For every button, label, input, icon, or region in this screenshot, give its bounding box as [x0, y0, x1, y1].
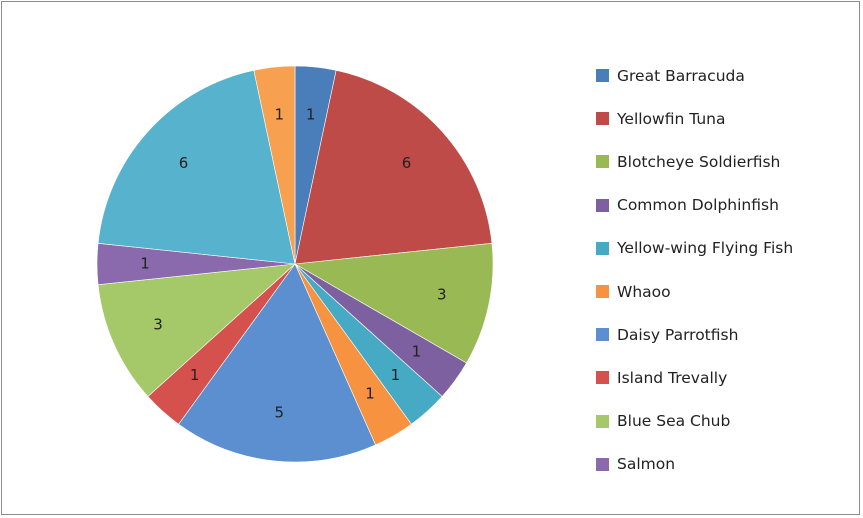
pie-slice: [294, 69, 493, 265]
legend-swatch: [596, 241, 609, 255]
pie-slice: [294, 242, 494, 364]
legend-swatch: [596, 155, 609, 169]
slice-data-label: 1: [190, 366, 200, 384]
legend-label: Blotcheye Soldierfish: [617, 152, 781, 171]
slice-data-label: 1: [306, 105, 316, 123]
pie-slice: [97, 263, 296, 397]
slice-data-label: 6: [179, 154, 189, 172]
legend-label: Blue Sea Chub: [617, 412, 731, 431]
legend-item: Blue Sea Chub: [596, 400, 858, 443]
legend-label: Daisy Parrotfish: [617, 325, 739, 344]
legend-swatch: [596, 328, 609, 342]
legend-swatch: [596, 457, 609, 471]
legend-label: Island Trevally: [617, 368, 728, 387]
slice-data-label: 3: [437, 286, 447, 304]
legend-item: Whaoo: [596, 270, 858, 313]
legend-label: Whaoo: [617, 282, 671, 301]
legend-label: Yellowfin Tuna: [617, 109, 726, 128]
legend-swatch: [596, 371, 609, 385]
legend-label: Salmon: [617, 455, 676, 474]
slice-data-label: 1: [275, 105, 285, 123]
legend-label: Great Barracuda: [617, 66, 745, 85]
slice-data-label: 6: [402, 154, 412, 172]
legend-item: Blotcheye Soldierfish: [596, 140, 858, 183]
slice-data-label: 5: [275, 404, 285, 422]
legend-label: Yellow-wing Flying Fish: [617, 239, 794, 258]
slice-data-label: 1: [412, 343, 422, 361]
legend-item: Island Trevally: [596, 356, 858, 399]
legend-label: Common Dolphinfish: [617, 196, 779, 215]
legend-swatch: [596, 198, 609, 212]
legend-item: Great Barracuda: [596, 54, 858, 97]
legend-swatch: [596, 112, 609, 126]
legend: Great Barracuda Yellowfin Tuna Blotcheye S…: [596, 54, 858, 486]
slice-data-label: 1: [140, 255, 150, 273]
legend-item: Yellow-wing Flying Fish: [596, 227, 858, 270]
pie-slice: [97, 69, 296, 265]
legend-item: Salmon: [596, 443, 858, 486]
pie-slice: [253, 65, 296, 265]
legend-swatch: [596, 69, 609, 83]
legend-item: Common Dolphinfish: [596, 184, 858, 227]
legend-swatch: [596, 414, 609, 428]
legend-item: Daisy Parrotfish: [596, 313, 858, 356]
slice-data-label: 1: [391, 366, 401, 384]
pie-slice: [178, 263, 376, 463]
legend-swatch: [596, 285, 609, 299]
slice-data-label: 1: [365, 384, 375, 402]
slice-data-label: 3: [153, 316, 163, 334]
legend-item: Yellowfin Tuna: [596, 97, 858, 140]
